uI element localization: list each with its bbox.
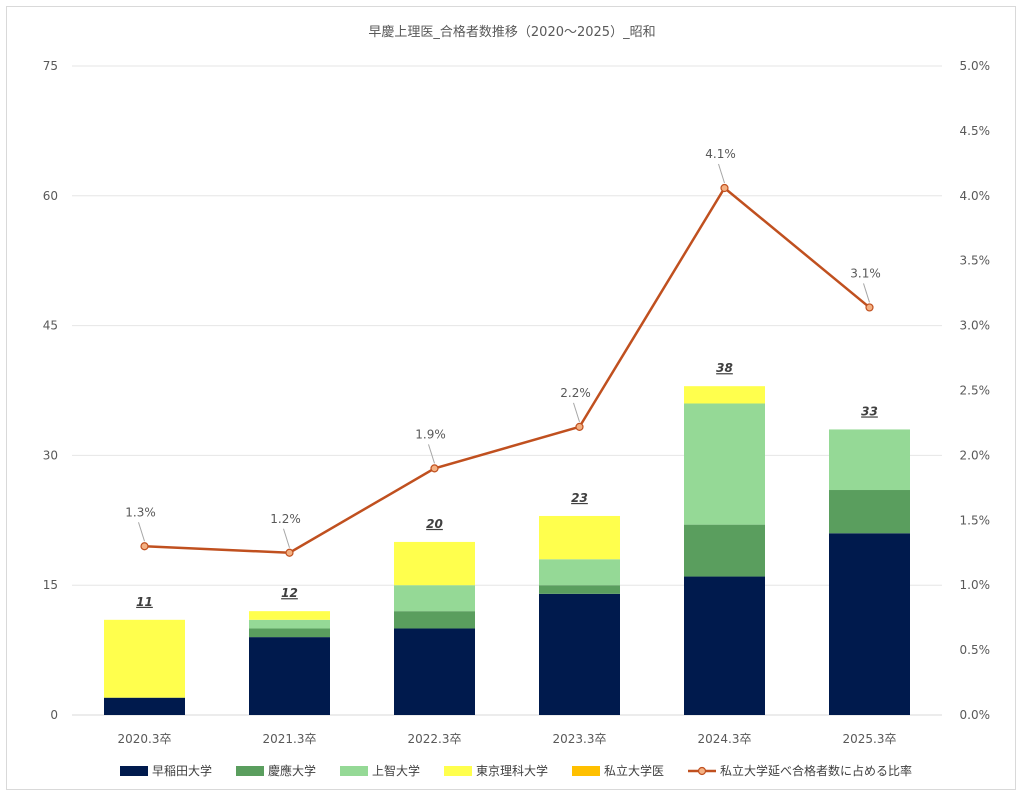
right-tick-label: 0.0% (960, 708, 991, 722)
ratio-point (285, 548, 294, 557)
left-tick-label: 45 (43, 319, 58, 333)
legend-swatch (444, 766, 472, 776)
ratio-data-label: 4.1% (705, 147, 736, 161)
bar-segment (539, 559, 620, 586)
legend-label: 東京理科大学 (476, 763, 548, 778)
bar-segment (394, 611, 475, 629)
left-tick-label: 15 (43, 578, 58, 592)
category-label: 2024.3卒 (698, 732, 752, 746)
ratio-data-label: 1.3% (125, 505, 156, 519)
legend-label: 早稲田大学 (152, 763, 212, 778)
category-label: 2021.3卒 (263, 732, 317, 746)
bar-segment (394, 585, 475, 612)
data-label-leader (718, 163, 725, 184)
bar-segment (829, 533, 910, 715)
legend: 早稲田大学 慶應大学 上智大学 東京理科大学 私立大学医 私立大学延べ合格者数に占める比率 (120, 763, 912, 778)
right-tick-label: 0.5% (960, 643, 991, 657)
legend-swatch (572, 766, 600, 776)
bar-segment (249, 611, 330, 620)
left-axis-ticks: 0 15 30 45 60 75 (43, 59, 58, 722)
bar-segment (104, 697, 185, 715)
bar-total-label: 33 (861, 404, 878, 418)
right-tick-label: 4.0% (960, 189, 991, 203)
category-labels: 2020.3卒 2021.3卒 2022.3卒 2023.3卒 2024.3卒 2025.… (118, 732, 897, 746)
legend-swatch (340, 766, 368, 776)
right-tick-label: 2.5% (960, 384, 991, 398)
data-label-leader (428, 444, 435, 464)
right-tick-label: 3.0% (960, 319, 991, 333)
category-label: 2022.3卒 (408, 732, 462, 746)
legend-swatch (236, 766, 264, 776)
data-label-leader (863, 283, 870, 303)
bar-total-label: 11 (136, 595, 153, 609)
bar-segment (684, 386, 765, 404)
bar-total-label: 20 (426, 517, 443, 531)
ratio-data-label: 1.2% (270, 512, 301, 526)
bar-segment (394, 541, 475, 586)
ratio-point (430, 464, 439, 473)
bars (104, 386, 910, 715)
left-tick-label: 75 (43, 59, 58, 73)
ratio-point (865, 303, 874, 312)
right-tick-label: 4.5% (960, 124, 991, 138)
left-tick-label: 0 (50, 708, 58, 722)
category-label: 2020.3卒 (118, 732, 172, 746)
bar-segment (684, 524, 765, 577)
ratio-data-label: 2.2% (560, 386, 591, 400)
bar-segment (829, 429, 910, 491)
left-tick-label: 60 (43, 189, 58, 203)
legend-swatch (120, 766, 148, 776)
chart-title: 早慶上理医_合格者数推移（2020～2025）_昭和 (368, 24, 655, 40)
right-tick-label: 3.5% (960, 254, 991, 268)
right-tick-label: 5.0% (960, 59, 991, 73)
ratio-line: 1.3% 1.2% 1.9% 2.2% 4.1% 3.1% (125, 147, 881, 557)
ratio-point (720, 183, 729, 193)
legend-label: 上智大学 (372, 763, 420, 778)
ratio-point (140, 542, 149, 551)
legend-label: 私立大学延べ合格者数に占める比率 (720, 763, 912, 778)
bar-segment (539, 515, 620, 560)
data-label-leader (283, 528, 290, 548)
legend-label: 慶應大学 (268, 763, 316, 778)
category-label: 2025.3卒 (843, 732, 897, 746)
bar-total-label: 38 (716, 361, 733, 375)
ratio-data-label: 1.9% (415, 427, 446, 441)
ratio-point (575, 422, 584, 431)
legend-label: 私立大学医 (604, 763, 664, 778)
bar-segment (829, 490, 910, 534)
bar-segment (104, 619, 185, 698)
bar-segment (249, 628, 330, 638)
bar-total-label: 12 (281, 586, 298, 600)
bar-segment (539, 593, 620, 715)
data-label-leader (573, 402, 580, 422)
bar-segment (684, 403, 765, 525)
left-tick-label: 30 (43, 448, 58, 462)
bar-segment (684, 576, 765, 715)
gridlines (72, 65, 942, 716)
ratio-line-path (144, 186, 871, 555)
legend-line-marker (697, 766, 707, 776)
right-tick-label: 1.0% (960, 578, 991, 592)
category-label: 2023.3卒 (553, 732, 607, 746)
right-tick-label: 1.5% (960, 513, 991, 527)
right-axis-ticks: 0.0% 0.5% 1.0% 1.5% 2.0% 2.5% 3.0% 3.5% 4.0% 4.5%… (960, 59, 991, 722)
data-label-leader (138, 522, 145, 542)
bar-segment (539, 585, 620, 594)
ratio-data-label: 3.1% (850, 266, 881, 280)
bar-totals: 11 12 20 23 38 33 (136, 361, 878, 609)
bar-segment (394, 628, 475, 715)
right-tick-label: 2.0% (960, 448, 991, 462)
bar-segment (249, 637, 330, 715)
bar-segment (249, 619, 330, 629)
bar-total-label: 23 (571, 491, 588, 505)
